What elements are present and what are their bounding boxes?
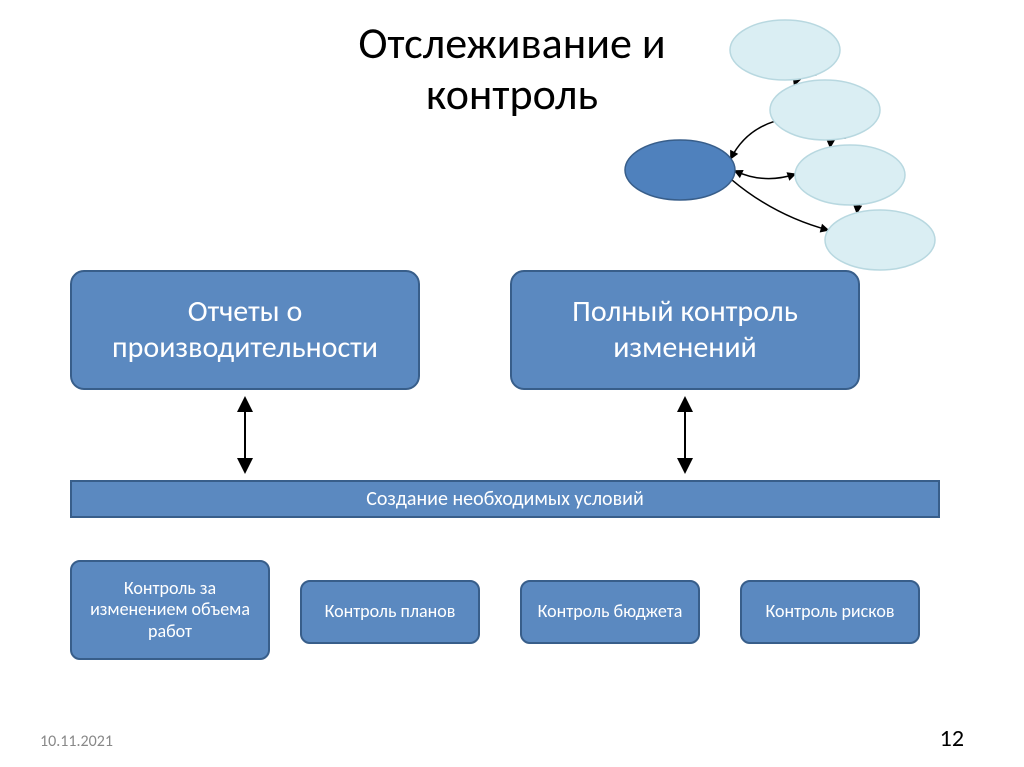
- small-box-risks: Контроль рисков: [740, 580, 920, 644]
- footer-page-number: 12: [940, 724, 964, 753]
- small-box-budget: Контроль бюджета: [520, 580, 700, 644]
- conditions-bar-label: Создание необходимых условий: [366, 487, 644, 511]
- small-box-scope: Контроль за изменением объема работ: [70, 560, 270, 660]
- small-box-plans: Контроль планов: [300, 580, 480, 644]
- conditions-bar: Создание необходимых условий: [70, 480, 940, 518]
- footer-date: 10.11.2021: [40, 732, 113, 751]
